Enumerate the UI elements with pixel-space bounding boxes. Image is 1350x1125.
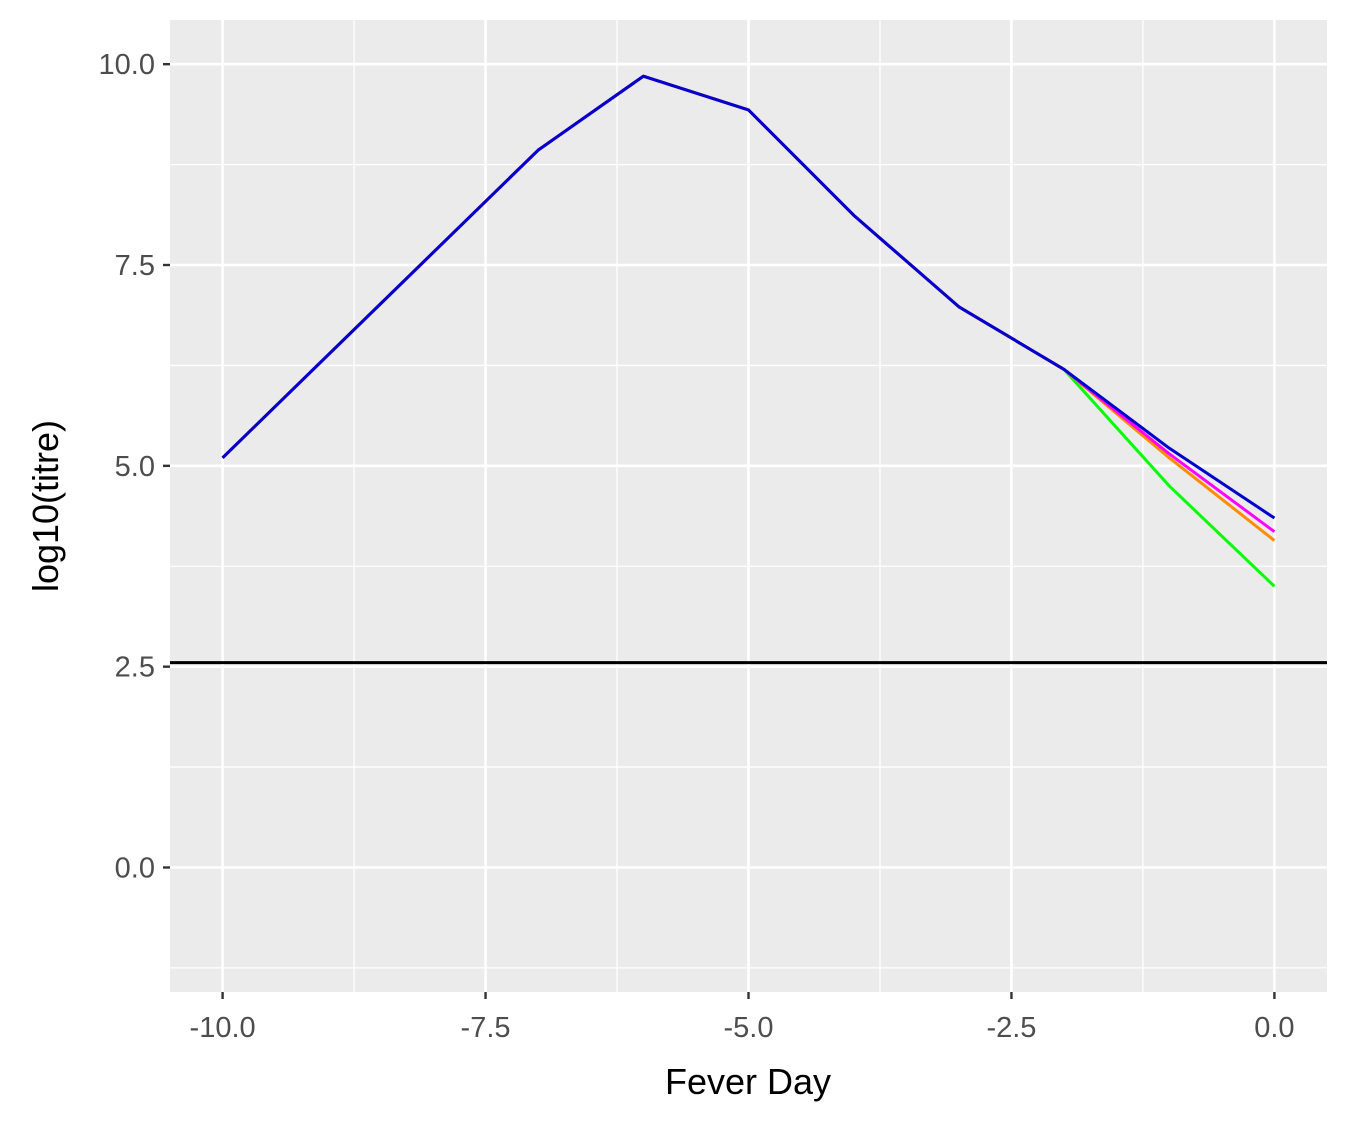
x-tick-label: -5.0 xyxy=(724,1012,774,1044)
x-tick-label: -7.5 xyxy=(461,1012,511,1044)
y-tick-label: 7.5 xyxy=(115,250,155,282)
x-tick-label: -10.0 xyxy=(190,1012,256,1044)
x-tick-label: -2.5 xyxy=(986,1012,1036,1044)
major-gridlines xyxy=(170,20,1327,992)
y-tick-label: 5.0 xyxy=(115,451,155,483)
y-tick-label: 0.0 xyxy=(115,852,155,884)
x-tick-label: 0.0 xyxy=(1254,1012,1294,1044)
x-axis: -10.0 -7.5 -5.0 -2.5 0.0 xyxy=(190,992,1295,1044)
y-tick-label: 10.0 xyxy=(99,49,155,81)
y-tick-label: 2.5 xyxy=(115,652,155,684)
series-line-4 xyxy=(221,74,1276,520)
x-axis-title: Fever Day xyxy=(665,1061,831,1102)
y-axis-title: log10(titre) xyxy=(25,420,66,592)
series-lines xyxy=(221,74,1276,588)
y-axis: 0.0 2.5 5.0 7.5 10.0 xyxy=(99,49,170,884)
